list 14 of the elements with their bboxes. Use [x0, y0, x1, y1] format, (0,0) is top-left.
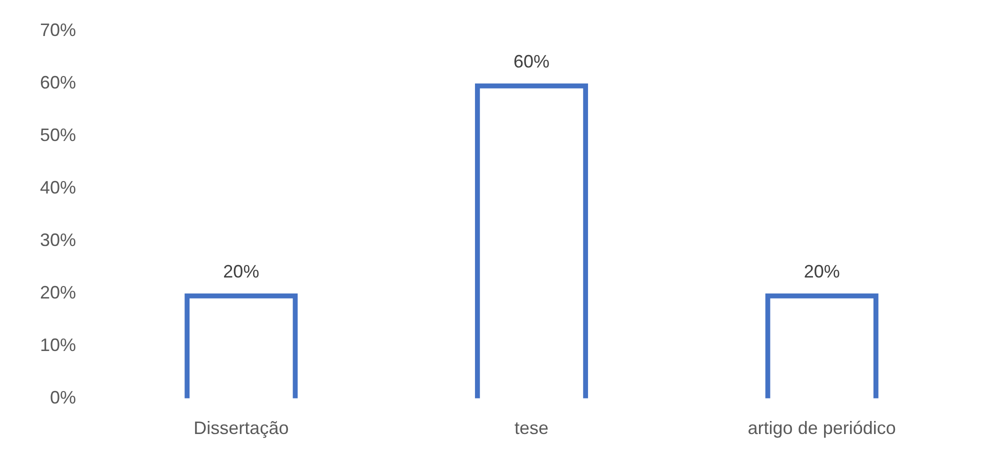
y-tick-label: 70%: [40, 20, 76, 40]
y-tick-label: 20%: [40, 282, 76, 302]
y-tick-label: 60%: [40, 72, 76, 92]
y-tick-label: 40%: [40, 177, 76, 198]
data-label: 60%: [514, 51, 550, 72]
x-tick-label: Dissertação: [194, 418, 289, 438]
x-tick-label: tese: [514, 418, 549, 438]
data-label: 20%: [223, 261, 260, 282]
y-tick-label: 0%: [50, 387, 76, 408]
data-label: 20%: [804, 261, 840, 282]
y-tick-label: 50%: [40, 124, 76, 145]
y-tick-label: 10%: [40, 334, 76, 355]
x-tick-label: artigo de periódico: [748, 418, 896, 438]
y-tick-label: 30%: [40, 230, 76, 250]
